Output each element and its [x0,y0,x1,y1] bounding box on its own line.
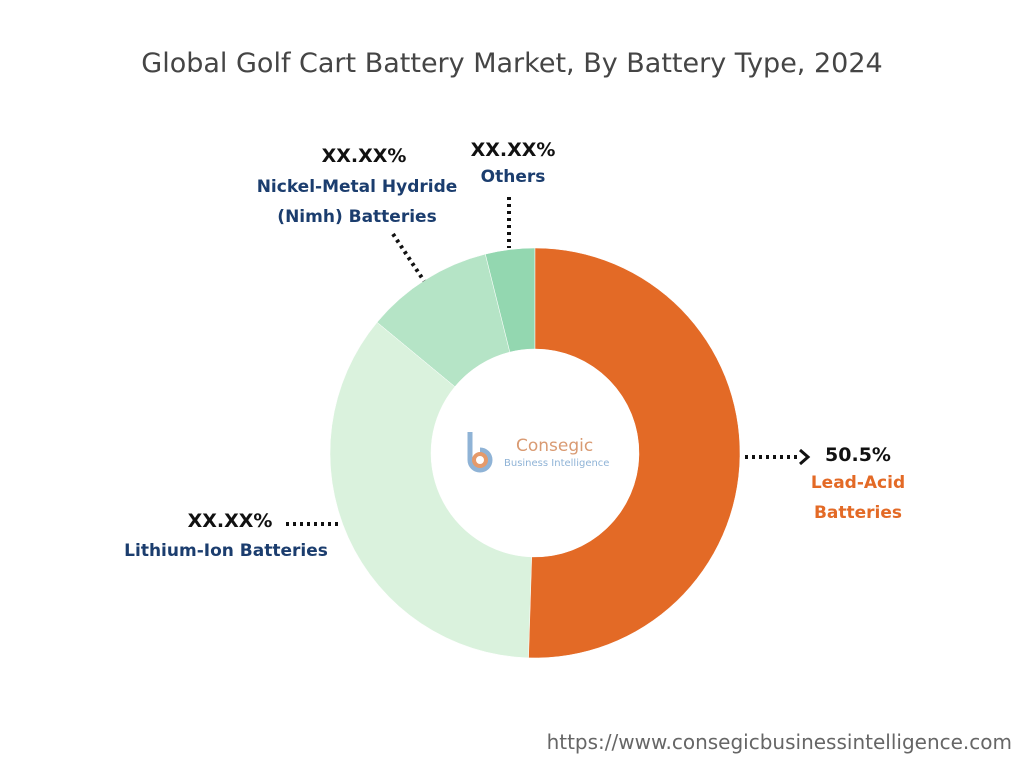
chart-title: Global Golf Cart Battery Market, By Batt… [141,48,883,79]
category-label: Lead-Acid Batteries [810,473,906,523]
value-label: XX.XX% [187,510,273,532]
leader-lines [286,197,800,526]
category-label: Others [480,167,546,187]
value-label: 50.5% [825,444,891,466]
donut-slice [528,247,741,659]
donut-slice [376,253,511,388]
arrow-head [799,448,811,466]
footer-url: https://www.consegicbusinessintelligence… [546,730,1012,754]
watermark-tagline: Business Intelligence [504,458,610,469]
category-label: Nickel-Metal Hydride (Nimh) Batteries [256,177,458,227]
value-label: XX.XX% [470,139,556,161]
donut-slice [329,321,532,659]
value-label: XX.XX% [321,145,407,167]
watermark-name: Consegic [516,436,594,456]
category-label: Lithium-Ion Batteries [124,541,328,561]
logo-mark [467,432,493,473]
leader-line [391,232,426,283]
logo-icon [456,426,496,478]
